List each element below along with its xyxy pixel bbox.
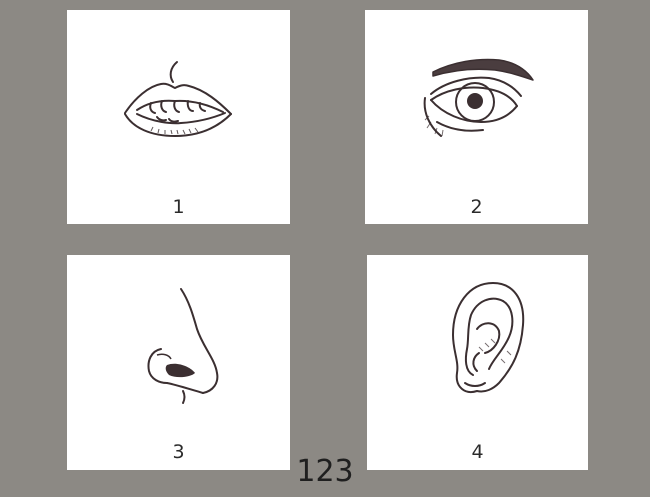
card-number: 3	[172, 441, 185, 463]
card-mouth: 1	[67, 10, 290, 224]
card-number: 4	[471, 441, 484, 463]
mouth-icon	[124, 61, 232, 137]
card-number: 2	[470, 196, 483, 218]
card-ear: 4	[367, 255, 588, 470]
page-number: 123	[296, 454, 354, 489]
card-nose: 3	[67, 255, 290, 470]
eye-icon	[423, 58, 534, 137]
card-number: 1	[172, 196, 185, 218]
ear-icon	[452, 282, 525, 393]
card-eye: 2	[365, 10, 588, 224]
nose-icon	[147, 288, 219, 404]
